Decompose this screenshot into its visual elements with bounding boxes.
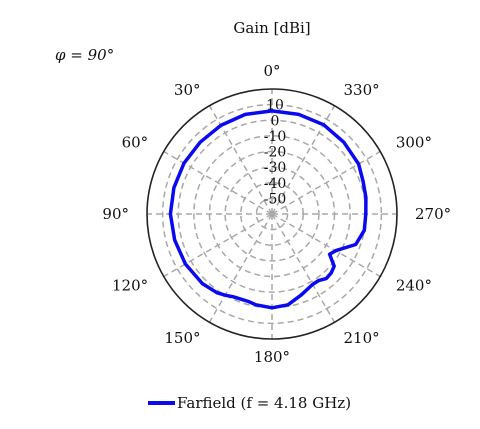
grid-circle bbox=[193, 135, 351, 293]
grid-spoke bbox=[271, 213, 381, 278]
grid-spoke bbox=[271, 213, 336, 323]
chart-title: Gain [dBi] bbox=[233, 19, 310, 37]
angular-tick-label: 210° bbox=[344, 329, 380, 347]
grid-circle bbox=[224, 166, 320, 262]
legend: Farfield (f = 4.18 GHz) bbox=[148, 394, 351, 412]
angular-tick-label: 90° bbox=[102, 205, 129, 223]
radial-tick-label: -30 bbox=[264, 160, 287, 176]
series-line-0 bbox=[168, 109, 368, 310]
phi-annotation: φ = 90° bbox=[55, 46, 114, 64]
polar-outer-circle bbox=[146, 88, 398, 340]
angular-tick-label: 150° bbox=[164, 329, 200, 347]
angular-tick-label: 180° bbox=[254, 348, 290, 366]
angular-tick-labels: 0° 30° 60° 90° 120° 150° 180° 210° 240° 270° 300° 3… bbox=[102, 62, 451, 366]
radial-tick-label: 0 bbox=[271, 113, 280, 129]
angular-tick-label: 0° bbox=[263, 62, 280, 80]
grid-spoke bbox=[208, 105, 273, 215]
radial-tick-label: -10 bbox=[264, 129, 287, 145]
series-layer bbox=[168, 109, 368, 310]
angular-tick-label: 240° bbox=[396, 277, 432, 295]
radial-tick-label: -50 bbox=[264, 191, 287, 207]
grid-spoke bbox=[163, 213, 273, 278]
grid-circle bbox=[161, 103, 383, 325]
angular-tick-label: 60° bbox=[122, 134, 149, 152]
grid-spoke bbox=[208, 213, 273, 323]
grid-spoke bbox=[163, 150, 273, 215]
radial-tick-label: -20 bbox=[264, 145, 287, 161]
angular-tick-label: 300° bbox=[396, 134, 432, 152]
legend-label: Farfield (f = 4.18 GHz) bbox=[177, 394, 351, 412]
angular-tick-label: 30° bbox=[174, 81, 201, 99]
angular-tick-label: 120° bbox=[112, 277, 148, 295]
grid-spoke bbox=[271, 150, 381, 215]
radial-tick-label: -40 bbox=[264, 176, 287, 192]
angular-tick-label: 270° bbox=[415, 205, 451, 223]
angular-tick-label: 330° bbox=[344, 81, 380, 99]
